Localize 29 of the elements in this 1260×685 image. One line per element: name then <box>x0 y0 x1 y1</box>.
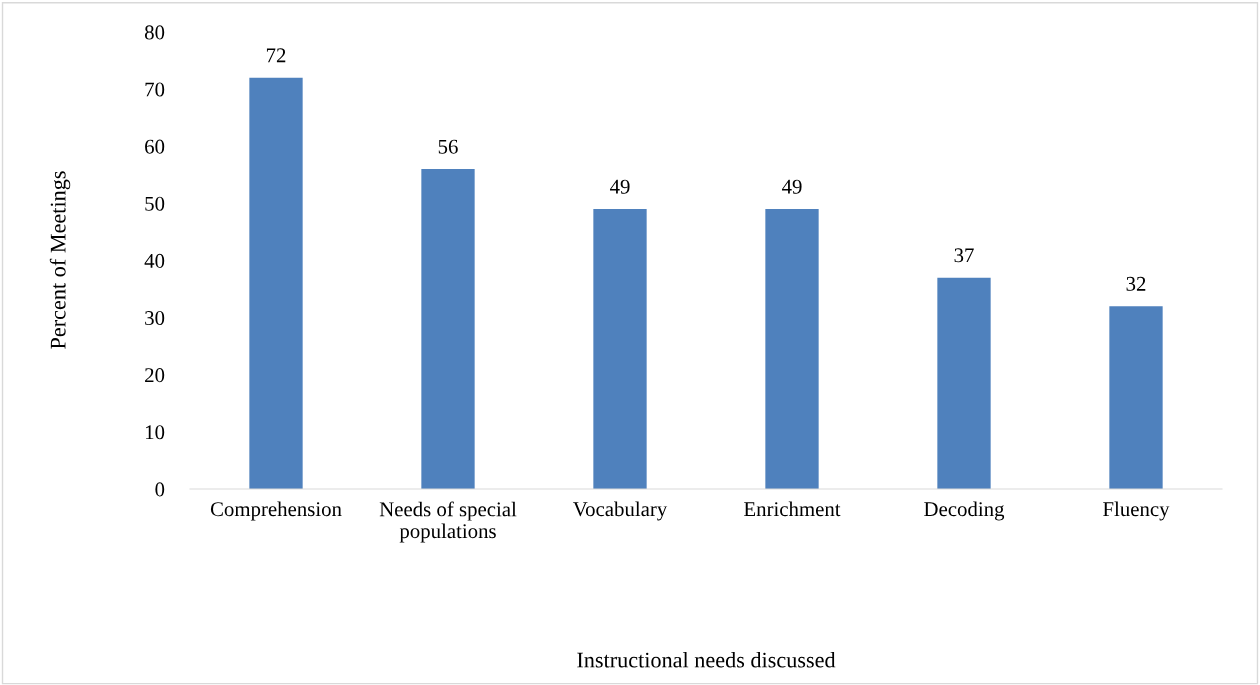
data-label: 49 <box>781 179 802 194</box>
bar <box>937 277 991 489</box>
y-tick-label: 60 <box>145 139 165 154</box>
y-tick-label: 10 <box>146 425 165 440</box>
y-tick-label: 80 <box>144 25 165 40</box>
y-axis-title: Percent of Meetings <box>49 171 71 349</box>
data-label: 32 <box>1126 276 1146 291</box>
x-tick-label: Needs of special populations <box>379 501 517 543</box>
x-axis-title: Instructional needs discussed <box>577 651 836 668</box>
y-tick-label: 70 <box>145 82 165 97</box>
y-tick-label: 40 <box>144 253 165 268</box>
y-tick-label: 20 <box>145 368 165 383</box>
x-tick-label: Decoding <box>924 501 1005 521</box>
bar <box>765 209 819 489</box>
x-tick-label: Comprehension <box>210 501 342 521</box>
bar <box>249 77 303 489</box>
x-tick-label: Enrichment <box>744 501 841 517</box>
y-tick-label: 0 <box>155 482 165 497</box>
bar <box>593 209 647 489</box>
data-label: 37 <box>954 248 974 263</box>
y-tick-label: 30 <box>145 311 165 326</box>
bar <box>421 169 475 489</box>
data-label: 72 <box>266 48 286 63</box>
y-tick-label: 50 <box>145 196 165 211</box>
bar <box>1109 306 1163 489</box>
data-label: 49 <box>609 179 630 194</box>
x-tick-label: Fluency <box>1103 501 1170 521</box>
data-label: 56 <box>438 139 458 154</box>
x-tick-label: Vocabulary <box>572 501 668 521</box>
